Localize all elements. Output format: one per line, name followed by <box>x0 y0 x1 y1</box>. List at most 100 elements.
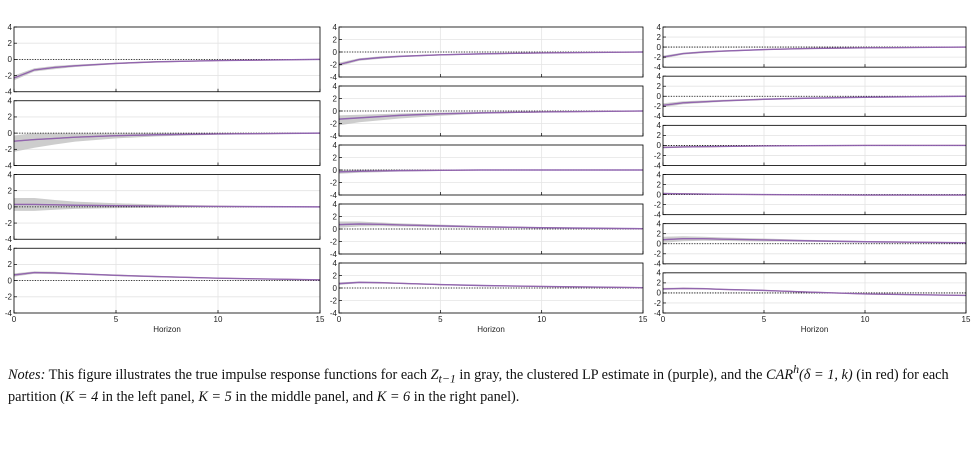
subplot-middle-3: 4 2 0 -2 -4 <box>330 141 644 200</box>
y-tick-label: 4 <box>333 82 338 91</box>
y-tick-label: -4 <box>5 309 13 318</box>
x-tick-label: 10 <box>214 315 223 324</box>
y-tick-label: 2 <box>657 82 662 91</box>
y-tick-label: 2 <box>333 212 338 221</box>
y-tick-label: -2 <box>654 151 662 160</box>
y-tick-label: 0 <box>333 107 338 116</box>
subplot-left-2: 4 2 0 -2 -4 <box>5 97 321 170</box>
clustered-lp-line <box>13 58 321 79</box>
y-tick-label: -4 <box>654 161 662 170</box>
y-tick-label: -2 <box>654 250 662 259</box>
y-tick-label: 2 <box>8 113 13 122</box>
true-irf-band <box>14 132 320 152</box>
y-tick-label: 4 <box>8 170 13 179</box>
y-tick-label: -4 <box>5 161 13 170</box>
y-tick-label: -2 <box>5 71 13 80</box>
x-tick-label: 10 <box>861 315 870 324</box>
clustered-lp-line <box>662 144 966 149</box>
clustered-lp-line <box>338 51 644 66</box>
notes-text-6: in the right panel). <box>410 389 520 406</box>
y-tick-label: 0 <box>333 48 338 57</box>
y-tick-label: 0 <box>8 203 13 212</box>
y-tick-label: 0 <box>8 276 13 285</box>
y-tick-label: 0 <box>657 289 662 298</box>
y-tick-label: 2 <box>657 180 662 189</box>
y-tick-label: -2 <box>654 200 662 209</box>
y-tick-label: -4 <box>330 250 338 259</box>
notes-car-args: (δ = 1, k) <box>799 366 853 383</box>
subplot-right-2: 420-2-4 <box>654 72 967 121</box>
x-tick-label: 0 <box>661 315 666 324</box>
clustered-lp-line <box>662 238 967 244</box>
y-tick-label: -4 <box>330 309 338 318</box>
true-irf-band <box>14 197 320 211</box>
notes-text-4: in the left panel, <box>98 389 199 406</box>
x-tick-label: 15 <box>962 315 971 324</box>
y-tick-label: 4 <box>333 200 338 209</box>
clustered-lp-line <box>13 132 321 142</box>
y-tick-label: -2 <box>654 299 662 308</box>
y-tick-label: 4 <box>657 170 662 179</box>
subplot-left-1: 4 2 0 -2 -4 <box>5 23 321 97</box>
y-tick-label: 0 <box>333 225 338 234</box>
clustered-lp-line <box>338 110 644 120</box>
notes-label: Notes: <box>8 366 46 383</box>
y-tick-label: 4 <box>333 23 338 32</box>
y-tick-label: -4 <box>654 309 662 318</box>
y-tick-label: 0 <box>333 166 338 175</box>
y-tick-label: 0 <box>8 55 13 64</box>
y-tick-label: -4 <box>654 63 662 72</box>
y-tick-label: 2 <box>333 271 338 280</box>
subplot-middle-1: 4 2 0 -2 -4 <box>330 23 644 82</box>
x-axis-label: Horizon <box>153 325 181 334</box>
y-tick-label: 0 <box>333 284 338 293</box>
subplot-left-3: 4 2 0 -2 -4 <box>5 170 321 244</box>
y-tick-label: -4 <box>654 112 662 121</box>
y-tick-label: -4 <box>5 235 13 244</box>
y-tick-label: 2 <box>8 260 13 269</box>
subplot-middle-4: 4 2 0 -2 -4 <box>330 200 644 259</box>
y-tick-label: 2 <box>333 94 338 103</box>
y-tick-label: 4 <box>333 141 338 150</box>
clustered-lp-line <box>338 223 644 230</box>
y-tick-label: 4 <box>657 72 662 81</box>
x-tick-label: 0 <box>12 315 17 324</box>
y-tick-label: -2 <box>330 178 338 187</box>
x-tick-label: 5 <box>438 315 443 324</box>
x-tick-label: 0 <box>337 315 342 324</box>
notes-text-3: (in red) for each partition ( <box>8 366 949 406</box>
y-tick-label: 4 <box>333 259 338 268</box>
y-tick-label: -4 <box>654 210 662 219</box>
y-tick-label: -2 <box>5 145 13 154</box>
y-tick-label: 2 <box>333 153 338 162</box>
x-tick-label: 10 <box>537 315 546 324</box>
y-tick-label: 0 <box>657 190 662 199</box>
y-tick-label: -2 <box>654 53 662 62</box>
y-tick-label: -4 <box>330 132 338 141</box>
subplot-right-4: 420-2-4 <box>654 170 967 219</box>
y-tick-label: -4 <box>330 73 338 82</box>
y-tick-label: 0 <box>8 129 13 138</box>
figure-notes: Notes: This figure illustrates the true … <box>8 360 973 407</box>
y-tick-label: 0 <box>657 92 662 101</box>
clustered-lp-line <box>662 287 967 297</box>
y-tick-label: -2 <box>5 293 13 302</box>
x-tick-label: 5 <box>114 315 119 324</box>
clustered-lp-line <box>338 281 644 289</box>
y-tick-label: 2 <box>657 279 662 288</box>
clustered-lp-line <box>662 95 967 106</box>
y-tick-label: -2 <box>5 219 13 228</box>
notes-k-middle: K = 5 <box>198 389 232 406</box>
y-tick-label: 4 <box>657 23 662 32</box>
clustered-lp-line <box>662 192 966 196</box>
notes-text-1: This figure illustrates the true impulse… <box>45 366 431 383</box>
x-axis-label: Horizon <box>801 325 829 334</box>
subplot-right-3: 420-2-4 <box>654 121 967 170</box>
true-irf-band <box>14 271 320 281</box>
y-tick-label: 2 <box>333 35 338 44</box>
notes-text-5: in the middle panel, and <box>231 389 377 406</box>
clustered-lp-line <box>14 203 321 208</box>
